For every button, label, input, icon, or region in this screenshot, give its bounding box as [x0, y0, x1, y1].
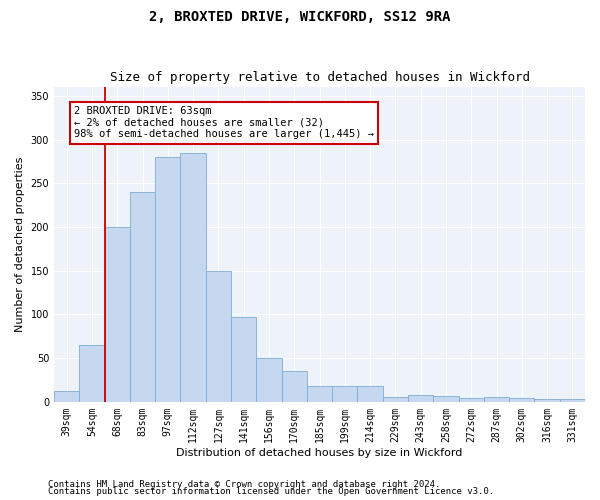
Text: 2 BROXTED DRIVE: 63sqm
← 2% of detached houses are smaller (32)
98% of semi-deta: 2 BROXTED DRIVE: 63sqm ← 2% of detached …: [74, 106, 374, 140]
Bar: [509, 398, 535, 402]
Bar: [458, 398, 484, 402]
Title: Size of property relative to detached houses in Wickford: Size of property relative to detached ho…: [110, 72, 530, 85]
Bar: [206, 270, 231, 402]
Bar: [535, 399, 560, 402]
Bar: [231, 317, 256, 402]
Bar: [307, 386, 332, 402]
Bar: [54, 392, 79, 402]
Bar: [104, 227, 130, 402]
X-axis label: Distribution of detached houses by size in Wickford: Distribution of detached houses by size …: [176, 448, 463, 458]
Y-axis label: Number of detached properties: Number of detached properties: [15, 157, 25, 332]
Text: 2, BROXTED DRIVE, WICKFORD, SS12 9RA: 2, BROXTED DRIVE, WICKFORD, SS12 9RA: [149, 10, 451, 24]
Bar: [383, 398, 408, 402]
Text: Contains HM Land Registry data © Crown copyright and database right 2024.: Contains HM Land Registry data © Crown c…: [48, 480, 440, 489]
Bar: [332, 386, 358, 402]
Bar: [181, 152, 206, 402]
Bar: [433, 396, 458, 402]
Bar: [408, 395, 433, 402]
Bar: [256, 358, 281, 402]
Bar: [358, 386, 383, 402]
Bar: [130, 192, 155, 402]
Bar: [560, 399, 585, 402]
Bar: [281, 371, 307, 402]
Bar: [155, 157, 181, 402]
Bar: [484, 398, 509, 402]
Text: Contains public sector information licensed under the Open Government Licence v3: Contains public sector information licen…: [48, 487, 494, 496]
Bar: [79, 345, 104, 402]
